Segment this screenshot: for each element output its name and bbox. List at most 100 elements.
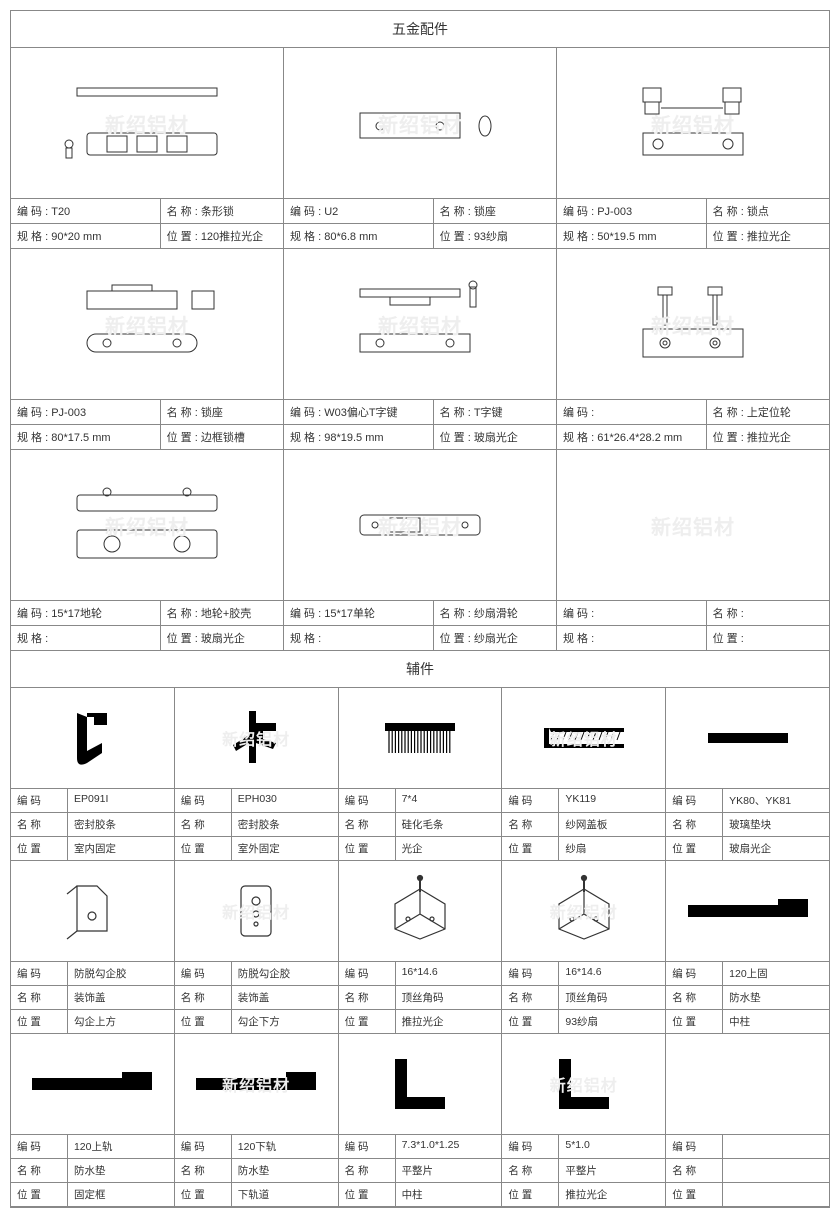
hardware-cell: 新绍铝材编 码 : T20名 称 : 条形锁规 格 : 90*20 mm位 置 … [11, 48, 284, 248]
name-cell: 名 称 : 地轮+胶壳 [161, 601, 283, 625]
name-label: 名 称 [666, 986, 723, 1009]
pos-label: 位 置 [666, 1183, 723, 1206]
spec-cell: 规 格 : 98*19.5 mm [284, 425, 434, 449]
pos-cell: 位 置 : [707, 626, 829, 650]
name-value: 密封胶条 [68, 813, 174, 836]
code-cell: 编 码 : 15*17单轮 [284, 601, 434, 625]
hardware-drawing: 新绍铝材 [284, 249, 556, 399]
accessory-drawing [11, 861, 174, 961]
pos-label: 位 置 [339, 837, 396, 860]
pos-label: 位 置 [11, 837, 68, 860]
spec-cell: 规 格 : [557, 626, 707, 650]
name-label: 名 称 [11, 986, 68, 1009]
pos-cell: 位 置 : 推拉光企 [707, 425, 829, 449]
code-value: EPH030 [232, 789, 338, 812]
pos-value: 推拉光企 [559, 1183, 665, 1206]
hardware-drawing: 新绍铝材 [557, 48, 829, 198]
name-label: 名 称 [339, 986, 396, 1009]
code-value: 120上固 [723, 962, 829, 985]
section2-title: 辅件 [11, 651, 829, 688]
hardware-cell: 新绍铝材编 码 : 15*17地轮名 称 : 地轮+胶壳规 格 : 位 置 : … [11, 450, 284, 650]
name-label: 名 称 [175, 813, 232, 836]
accessory-cell: 编 码防脱勾企胶名 称装饰盖位 置勾企上方 [11, 861, 175, 1033]
accessory-cell: 新绍铝材编 码EPH030名 称密封胶条位 置室外固定 [175, 688, 339, 860]
pos-label: 位 置 [175, 1183, 232, 1206]
pos-label: 位 置 [502, 1010, 559, 1033]
accessory-cell: 编 码7.3*1.0*1.25名 称平整片位 置中柱 [339, 1034, 503, 1206]
pos-cell: 位 置 : 纱扇光企 [434, 626, 556, 650]
code-value: 120上轨 [68, 1135, 174, 1158]
pos-value: 室外固定 [232, 837, 338, 860]
code-label: 编 码 [11, 789, 68, 812]
code-value: 120下轨 [232, 1135, 338, 1158]
pos-cell: 位 置 : 玻扇光企 [434, 425, 556, 449]
accessory-drawing [11, 1034, 174, 1134]
accessory-drawing: 新绍铝材 [175, 861, 338, 961]
spec-cell: 规 格 : 80*17.5 mm [11, 425, 161, 449]
pos-cell: 位 置 : 玻扇光企 [161, 626, 283, 650]
pos-value: 93纱扇 [559, 1010, 665, 1033]
hardware-drawing: 新绍铝材 [557, 450, 829, 600]
code-label: 编 码 [666, 789, 723, 812]
name-cell: 名 称 : 上定位轮 [707, 400, 829, 424]
accessory-cell: 编 码名 称位 置 [666, 1034, 829, 1206]
name-label: 名 称 [502, 813, 559, 836]
spec-cell: 规 格 : [11, 626, 161, 650]
pos-value: 下轨道 [232, 1183, 338, 1206]
code-label: 编 码 [339, 1135, 396, 1158]
name-label: 名 称 [502, 986, 559, 1009]
name-value [723, 1159, 829, 1182]
hardware-cell: 新绍铝材编 码 : 名 称 : 上定位轮规 格 : 61*26.4*28.2 m… [557, 249, 829, 449]
accessory-cell: 编 码16*14.6名 称顶丝角码位 置推拉光企 [339, 861, 503, 1033]
code-label: 编 码 [175, 1135, 232, 1158]
hardware-cell: 新绍铝材编 码 : PJ-003名 称 : 锁座规 格 : 80*17.5 mm… [11, 249, 284, 449]
code-value: EP091I [68, 789, 174, 812]
code-cell: 编 码 : 15*17地轮 [11, 601, 161, 625]
pos-label: 位 置 [11, 1010, 68, 1033]
code-value: 7*4 [396, 789, 502, 812]
spec-cell: 规 格 : 50*19.5 mm [557, 224, 707, 248]
hardware-cell: 新绍铝材编 码 : 名 称 : 规 格 : 位 置 : [557, 450, 829, 650]
name-value: 硅化毛条 [396, 813, 502, 836]
accessory-drawing [11, 688, 174, 788]
pos-cell: 位 置 : 边框锁槽 [161, 425, 283, 449]
hardware-drawing: 新绍铝材 [11, 249, 283, 399]
pos-label: 位 置 [11, 1183, 68, 1206]
pos-label: 位 置 [339, 1183, 396, 1206]
name-cell: 名 称 : 锁点 [707, 199, 829, 223]
code-label: 编 码 [666, 962, 723, 985]
pos-value: 固定框 [68, 1183, 174, 1206]
name-label: 名 称 [175, 1159, 232, 1182]
accessory-drawing [339, 861, 502, 961]
code-label: 编 码 [502, 789, 559, 812]
name-label: 名 称 [339, 1159, 396, 1182]
code-cell: 编 码 : [557, 400, 707, 424]
pos-value: 勾企上方 [68, 1010, 174, 1033]
code-cell: 编 码 : W03偏心T字键 [284, 400, 434, 424]
accessory-drawing: 新绍铝材 [175, 688, 338, 788]
pos-label: 位 置 [339, 1010, 396, 1033]
accessory-drawing [666, 688, 829, 788]
pos-value: 光企 [396, 837, 502, 860]
hardware-drawing: 新绍铝材 [284, 450, 556, 600]
code-cell: 编 码 : PJ-003 [11, 400, 161, 424]
code-value: 防脱勾企胶 [68, 962, 174, 985]
pos-value: 勾企下方 [232, 1010, 338, 1033]
name-cell: 名 称 : 锁座 [161, 400, 283, 424]
code-value [723, 1135, 829, 1158]
accessory-cell: 新绍铝材编 码YK119名 称纱网盖板位 置纱扇 [502, 688, 666, 860]
name-value: 防水垫 [723, 986, 829, 1009]
pos-value: 室内固定 [68, 837, 174, 860]
code-label: 编 码 [175, 962, 232, 985]
name-cell: 名 称 : T字键 [434, 400, 556, 424]
name-value: 玻璃垫块 [723, 813, 829, 836]
pos-cell: 位 置 : 93纱扇 [434, 224, 556, 248]
pos-cell: 位 置 : 120推拉光企 [161, 224, 283, 248]
name-cell: 名 称 : 条形锁 [161, 199, 283, 223]
name-label: 名 称 [11, 813, 68, 836]
name-cell: 名 称 : 纱扇滑轮 [434, 601, 556, 625]
name-value: 纱网盖板 [559, 813, 665, 836]
code-value: 16*14.6 [559, 962, 665, 985]
code-cell: 编 码 : PJ-003 [557, 199, 707, 223]
name-label: 名 称 [339, 813, 396, 836]
